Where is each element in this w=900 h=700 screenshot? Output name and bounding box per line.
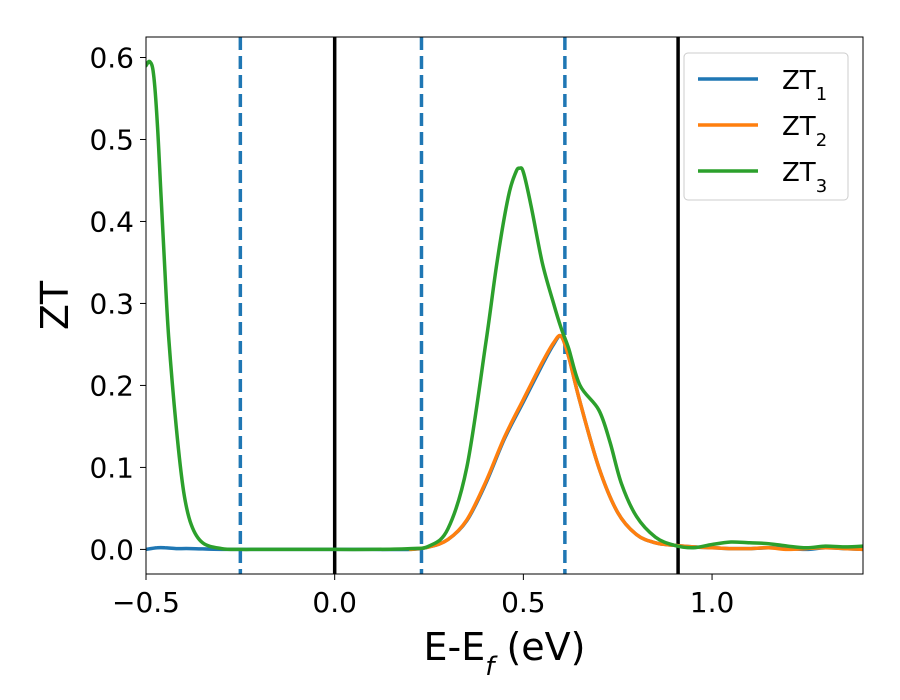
y-axis-label: ZT bbox=[33, 280, 77, 330]
y-axis-ticks: 0.0 0.1 0.2 0.3 0.4 0.5 0.6 bbox=[89, 41, 146, 566]
x-axis-ticks: −0.5 0.0 0.5 1.0 bbox=[112, 574, 734, 619]
y-tick-label: 0.5 bbox=[89, 123, 134, 156]
series-line-zt1 bbox=[146, 334, 863, 552]
series-lines bbox=[146, 59, 863, 552]
legend-label-zt1: ZT1 bbox=[782, 66, 827, 105]
legend-label-zt3: ZT3 bbox=[782, 158, 827, 197]
x-axis-label: E-Ef (eV) bbox=[424, 625, 586, 682]
legend-label-zt2: ZT2 bbox=[782, 112, 827, 151]
y-tick-label: 0.2 bbox=[89, 369, 134, 402]
x-tick-label: 1.0 bbox=[690, 586, 735, 619]
x-tick-label: −0.5 bbox=[112, 586, 180, 619]
y-tick-label: 0.4 bbox=[89, 205, 134, 238]
series-line-zt2 bbox=[408, 333, 863, 552]
y-tick-label: 0.0 bbox=[89, 533, 134, 566]
series-line-zt3 bbox=[146, 59, 863, 552]
y-tick-label: 0.6 bbox=[89, 41, 134, 74]
plot-frame bbox=[145, 36, 864, 575]
legend-box bbox=[683, 52, 849, 201]
y-tick-label: 0.3 bbox=[89, 287, 134, 320]
x-tick-label: 0.0 bbox=[312, 586, 357, 619]
reference-lines bbox=[238, 37, 680, 574]
y-tick-label: 0.1 bbox=[89, 451, 134, 484]
legend: ZT1 ZT2 ZT3 bbox=[683, 52, 849, 201]
x-tick-label: 0.5 bbox=[501, 586, 546, 619]
